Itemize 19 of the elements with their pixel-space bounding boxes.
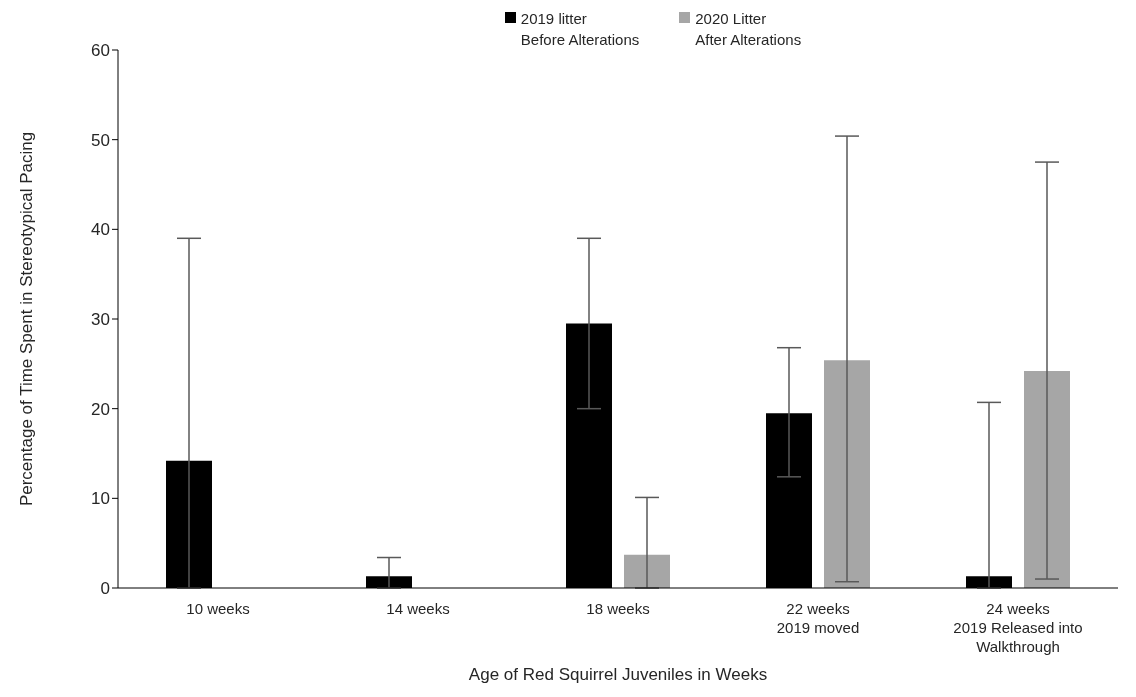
bar [1024, 371, 1070, 588]
legend-label: 2020 Litter After Alterations [695, 9, 802, 50]
x-tick-label: 10 weeks [186, 600, 250, 617]
y-tick-label: 10 [91, 489, 110, 509]
x-tick-label: 14 weeks [386, 600, 450, 617]
bar [824, 360, 870, 588]
y-tick-label: 0 [100, 579, 110, 599]
x-axis-title: Age of Red Squirrel Juveniles in Weeks [468, 665, 768, 684]
bar [624, 554, 670, 588]
y-tick-label: 30 [91, 310, 110, 330]
x-tick-label: 18 weeks [586, 600, 650, 617]
x-tick-label: 22 weeks 2019 moved [776, 600, 860, 636]
y-tick-label: 40 [91, 220, 110, 240]
legend-label: 2019 litter Before Alterations [520, 9, 640, 50]
y-tick-label: 20 [91, 399, 110, 419]
y-tick-label: 50 [91, 130, 110, 150]
y-tick-label: 60 [91, 41, 110, 61]
x-tick-label: 24 weeks 2019 Released into Walkthrough [953, 600, 1083, 655]
y-axis-title: Percentage of Time Spent in Stereotypical Pacing [17, 131, 37, 507]
